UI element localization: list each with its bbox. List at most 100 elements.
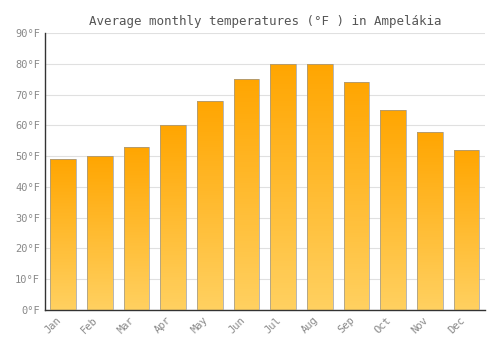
Bar xyxy=(454,180,479,182)
Bar xyxy=(454,276,479,278)
Bar xyxy=(344,191,370,194)
Bar xyxy=(380,166,406,168)
Bar xyxy=(124,209,150,210)
Bar xyxy=(50,305,76,307)
Bar xyxy=(344,164,370,167)
Bar xyxy=(344,101,370,103)
Bar xyxy=(417,215,443,217)
Bar xyxy=(344,203,370,205)
Bar xyxy=(50,254,76,256)
Bar xyxy=(124,294,150,295)
Bar xyxy=(454,284,479,286)
Bar xyxy=(197,279,223,281)
Bar xyxy=(197,134,223,136)
Bar xyxy=(160,201,186,203)
Bar xyxy=(270,113,296,116)
Bar xyxy=(417,258,443,260)
Bar xyxy=(380,214,406,216)
Bar xyxy=(380,160,406,162)
Bar xyxy=(417,240,443,242)
Bar xyxy=(454,152,479,153)
Bar xyxy=(270,194,296,197)
Bar xyxy=(307,91,333,93)
Bar xyxy=(417,194,443,196)
Bar xyxy=(307,165,333,167)
Bar xyxy=(197,276,223,279)
Bar xyxy=(197,216,223,218)
Bar xyxy=(124,233,150,235)
Bar xyxy=(380,178,406,180)
Bar xyxy=(234,169,260,172)
Bar xyxy=(87,284,112,285)
Bar xyxy=(344,182,370,185)
Bar xyxy=(160,149,186,151)
Bar xyxy=(50,182,76,183)
Bar xyxy=(270,189,296,192)
Bar xyxy=(50,159,76,310)
Bar xyxy=(344,296,370,299)
Bar xyxy=(454,275,479,276)
Bar xyxy=(307,118,333,121)
Bar xyxy=(124,222,150,224)
Bar xyxy=(307,285,333,288)
Bar xyxy=(160,184,186,186)
Bar xyxy=(307,101,333,103)
Bar xyxy=(50,272,76,274)
Bar xyxy=(124,237,150,238)
Bar xyxy=(50,266,76,268)
Bar xyxy=(160,306,186,308)
Bar xyxy=(197,301,223,303)
Bar xyxy=(454,153,479,155)
Bar xyxy=(87,253,112,254)
Bar xyxy=(124,282,150,284)
Bar xyxy=(160,286,186,288)
Bar xyxy=(344,96,370,98)
Bar xyxy=(454,195,479,196)
Bar xyxy=(124,214,150,215)
Bar xyxy=(307,288,333,290)
Bar xyxy=(344,305,370,308)
Bar xyxy=(270,214,296,216)
Bar xyxy=(50,307,76,308)
Bar xyxy=(454,164,479,166)
Bar xyxy=(197,116,223,118)
Bar xyxy=(454,176,479,177)
Bar xyxy=(307,234,333,236)
Bar xyxy=(234,112,260,114)
Bar xyxy=(417,149,443,151)
Bar xyxy=(344,219,370,221)
Bar xyxy=(50,232,76,233)
Bar xyxy=(417,246,443,247)
Bar xyxy=(197,308,223,310)
Bar xyxy=(87,222,112,224)
Bar xyxy=(234,220,260,222)
Bar xyxy=(124,181,150,183)
Bar xyxy=(160,166,186,168)
Bar xyxy=(307,86,333,89)
Bar xyxy=(197,264,223,266)
Bar xyxy=(50,295,76,296)
Bar xyxy=(197,205,223,208)
Bar xyxy=(344,232,370,235)
Bar xyxy=(380,264,406,266)
Bar xyxy=(307,189,333,192)
Bar xyxy=(124,186,150,188)
Bar xyxy=(124,168,150,170)
Bar xyxy=(234,135,260,137)
Bar xyxy=(417,137,443,139)
Bar xyxy=(50,284,76,286)
Bar xyxy=(270,155,296,158)
Bar xyxy=(234,119,260,121)
Bar xyxy=(87,195,112,196)
Bar xyxy=(50,259,76,260)
Bar xyxy=(417,285,443,287)
Bar xyxy=(234,209,260,211)
Bar xyxy=(50,198,76,200)
Bar xyxy=(454,150,479,310)
Bar xyxy=(124,275,150,277)
Bar xyxy=(270,300,296,302)
Bar xyxy=(270,91,296,93)
Bar xyxy=(380,138,406,140)
Bar xyxy=(380,220,406,222)
Bar xyxy=(270,84,296,86)
